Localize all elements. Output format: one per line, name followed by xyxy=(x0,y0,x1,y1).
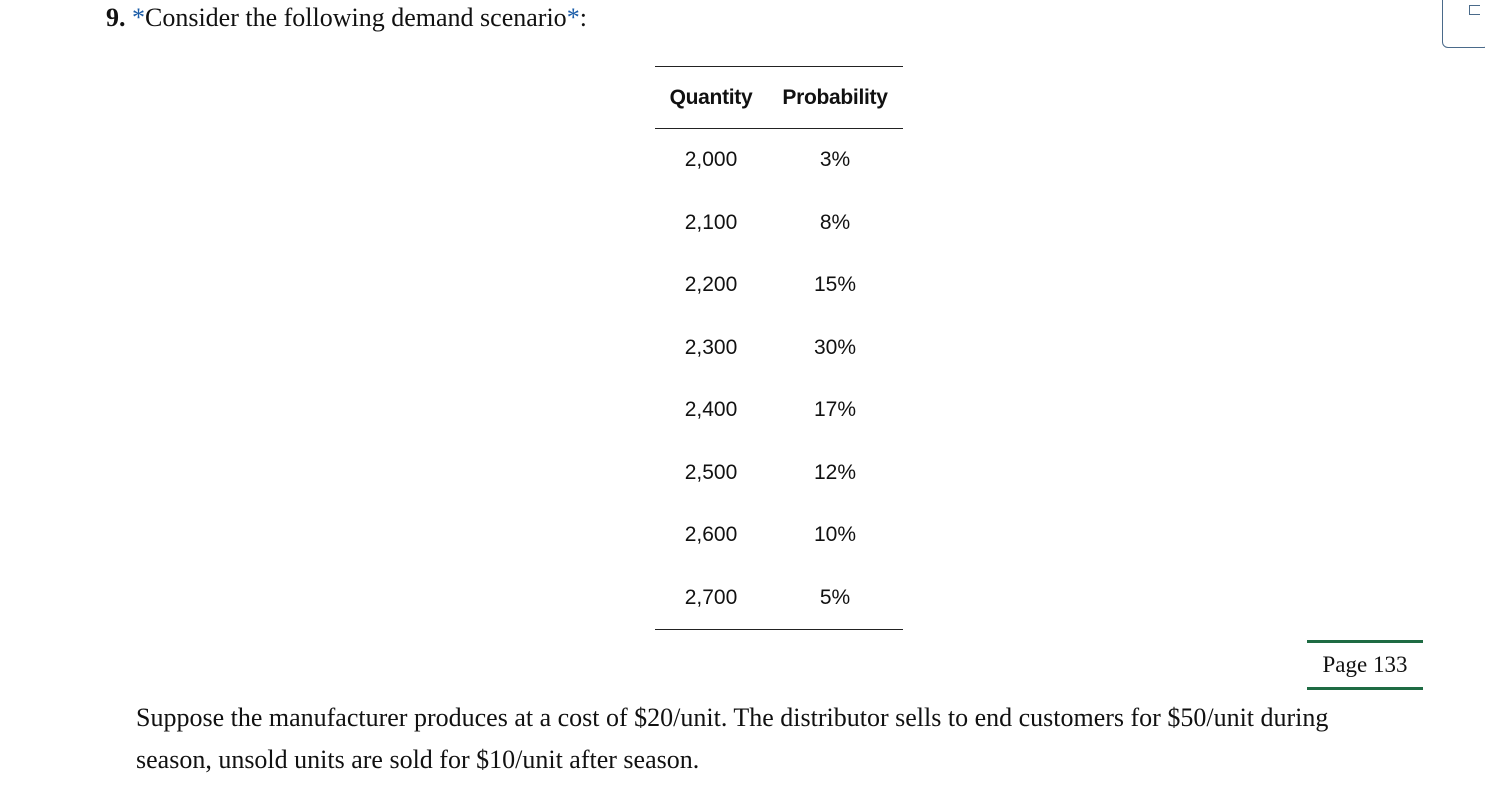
table-row: 2,700 5% xyxy=(655,567,903,630)
quantity-cell: 2,400 xyxy=(684,398,738,422)
probability-cell: 30% xyxy=(813,335,857,359)
probability-header: Probability xyxy=(782,85,888,109)
table-row: 2,300 30% xyxy=(655,317,903,380)
scenario-paragraph: Suppose the manufacturer produces at a c… xyxy=(136,703,1329,774)
side-toolbar-button[interactable] xyxy=(1442,0,1485,48)
table-row: 2,600 10% xyxy=(655,504,903,567)
quantity-cell: 2,200 xyxy=(684,273,738,297)
table-header-row: Quantity Probability xyxy=(655,66,903,129)
corner-bracket-icon xyxy=(1469,5,1480,15)
quantity-cell: 2,700 xyxy=(684,585,738,609)
probability-cell: 3% xyxy=(819,148,851,172)
probability-cell: 12% xyxy=(813,460,857,484)
quantity-cell: 2,100 xyxy=(684,210,738,234)
probability-cell: 5% xyxy=(819,585,851,609)
demand-table: Quantity Probability 2,000 3% 2,100 8% 2… xyxy=(655,66,903,630)
page-number-marker: Page 133 xyxy=(1307,640,1423,690)
table-row: 2,100 8% xyxy=(655,192,903,255)
quantity-cell: 2,600 xyxy=(684,523,738,547)
probability-cell: 17% xyxy=(813,398,857,422)
quantity-cell: 2,500 xyxy=(684,460,738,484)
table-row: 2,500 12% xyxy=(655,442,903,505)
quantity-header: Quantity xyxy=(669,85,753,109)
quantity-cell: 2,300 xyxy=(684,335,738,359)
probability-cell: 8% xyxy=(819,210,851,234)
asterisk-marker: * xyxy=(132,3,145,32)
question-colon: : xyxy=(579,3,587,32)
quantity-cell: 2,000 xyxy=(684,148,738,172)
table-row: 2,000 3% xyxy=(655,129,903,192)
table-row: 2,200 15% xyxy=(655,254,903,317)
asterisk-marker: * xyxy=(566,3,580,32)
question-number: 9. xyxy=(106,3,126,32)
probability-cell: 10% xyxy=(813,523,857,547)
question-text: Consider the following demand scenario xyxy=(145,3,567,32)
question-heading: 9. *Consider the following demand scenar… xyxy=(106,2,587,34)
probability-cell: 15% xyxy=(813,273,857,297)
table-row: 2,400 17% xyxy=(655,379,903,442)
